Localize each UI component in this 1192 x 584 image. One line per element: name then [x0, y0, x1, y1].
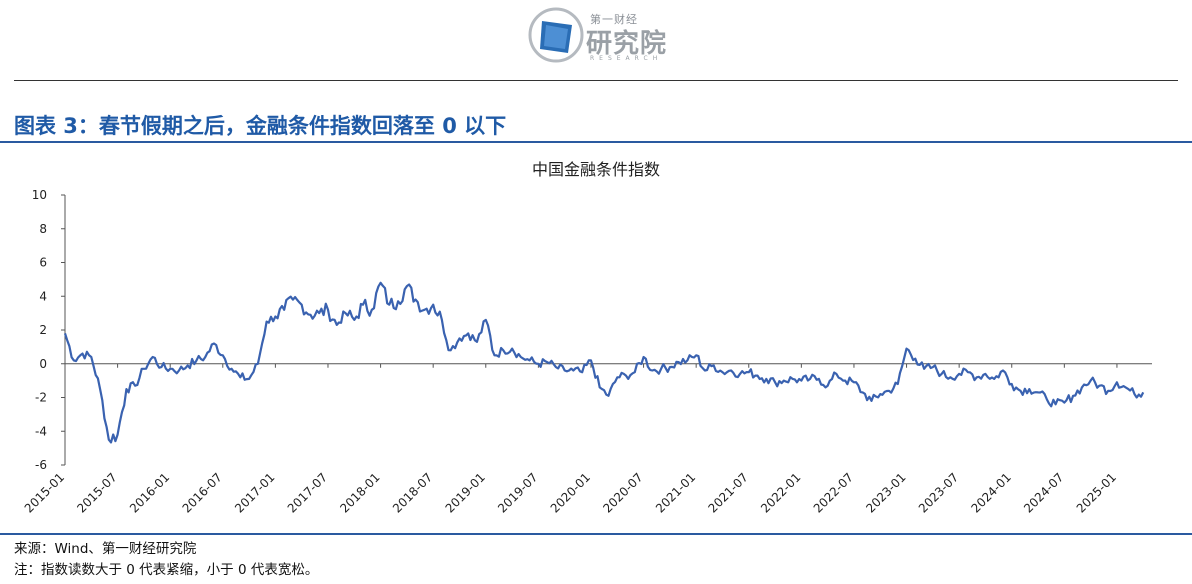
plot-area — [63, 281, 1145, 444]
x-tick-label: 2023-07 — [916, 470, 961, 515]
x-tick-label: 2024-07 — [1021, 470, 1066, 515]
logo-text-en: RESEARCH — [590, 55, 663, 62]
x-tick-label: 2017-07 — [285, 470, 330, 515]
x-tick-label: 2018-07 — [390, 470, 435, 515]
x-tick-label: 2021-07 — [706, 470, 751, 515]
logo-text-small: 第一财经 — [590, 13, 638, 26]
explanatory-note: 注：指数读数大于 0 代表紧缩，小于 0 代表宽松。 — [14, 562, 319, 578]
y-tick-label: -4 — [35, 424, 47, 438]
x-tick-label: 2018-01 — [337, 470, 382, 515]
x-tick-label: 2016-01 — [127, 470, 172, 515]
y-tick-label: 8 — [39, 222, 47, 236]
x-tick-label: 2022-01 — [758, 470, 803, 515]
series-line-0 — [63, 281, 1145, 444]
y-tick-label: 10 — [32, 188, 47, 202]
y-tick-label: 2 — [39, 323, 47, 337]
x-tick-label: 2022-07 — [811, 470, 856, 515]
x-tick-label: 2020-01 — [548, 470, 593, 515]
x-tick-label: 2021-01 — [653, 470, 698, 515]
y-tick-label: 0 — [39, 357, 47, 371]
x-tick-label: 2016-07 — [180, 470, 225, 515]
x-tick-label: 2019-07 — [495, 470, 540, 515]
x-tick-label: 2023-01 — [863, 470, 908, 515]
x-tick-label: 2017-01 — [232, 470, 277, 515]
line-chart: -6 -4 -2 0 2 4 6 8 10 2015-01 2015-07 2016-01 2016-… — [22, 188, 1152, 516]
x-tick-label: 2024-01 — [969, 470, 1014, 515]
x-tick-label: 2019-01 — [443, 470, 488, 515]
x-tick-label: 2015-07 — [74, 470, 119, 515]
header-divider — [14, 80, 1178, 81]
y-axis: -6 -4 -2 0 2 4 6 8 10 — [32, 188, 66, 472]
x-tick-label: 2015-01 — [22, 470, 67, 515]
chart-title: 中国金融条件指数 — [531, 160, 660, 179]
footer-divider — [0, 533, 1192, 535]
y-tick-label: -6 — [35, 458, 47, 472]
logo: 第一财经 研究院 RESEARCH — [528, 5, 668, 65]
figure-title: 图表 3：春节假期之后，金融条件指数回落至 0 以下 — [14, 114, 507, 138]
x-tick-label: 2025-01 — [1074, 470, 1119, 515]
x-axis: 2015-01 2015-07 2016-01 2016-07 2017-01 2017-… — [22, 363, 1152, 516]
x-tick-label: 2020-07 — [600, 470, 645, 515]
logo-text-big: 研究院 — [586, 29, 668, 59]
logo-emblem-icon — [528, 7, 584, 63]
y-tick-label: 6 — [39, 256, 47, 270]
y-tick-label: -2 — [35, 391, 47, 405]
source-note: 来源：Wind、第一财经研究院 — [14, 541, 197, 557]
title-divider — [0, 141, 1192, 143]
y-tick-label: 4 — [39, 289, 47, 303]
